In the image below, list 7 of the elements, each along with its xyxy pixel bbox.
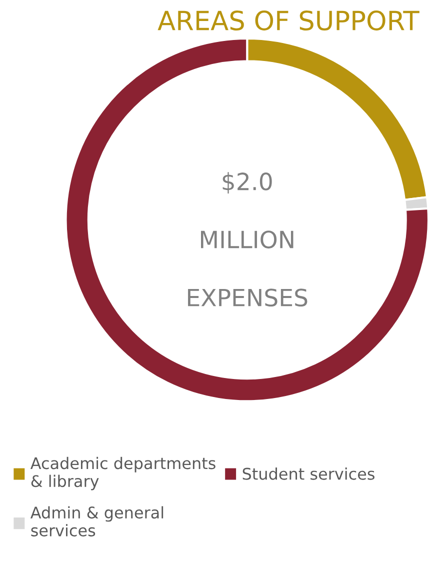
text: EXPENSES [188, 288, 308, 306]
text: $2.0 [222, 172, 272, 194]
legend-label: Student services [242, 468, 374, 480]
text: MILLION [201, 230, 294, 248]
legend-label: Academic departments & library [30, 456, 216, 490]
chart-title: AREAS OF SUPPORT [158, 10, 420, 30]
legend-label: Admin & general services [30, 506, 164, 536]
